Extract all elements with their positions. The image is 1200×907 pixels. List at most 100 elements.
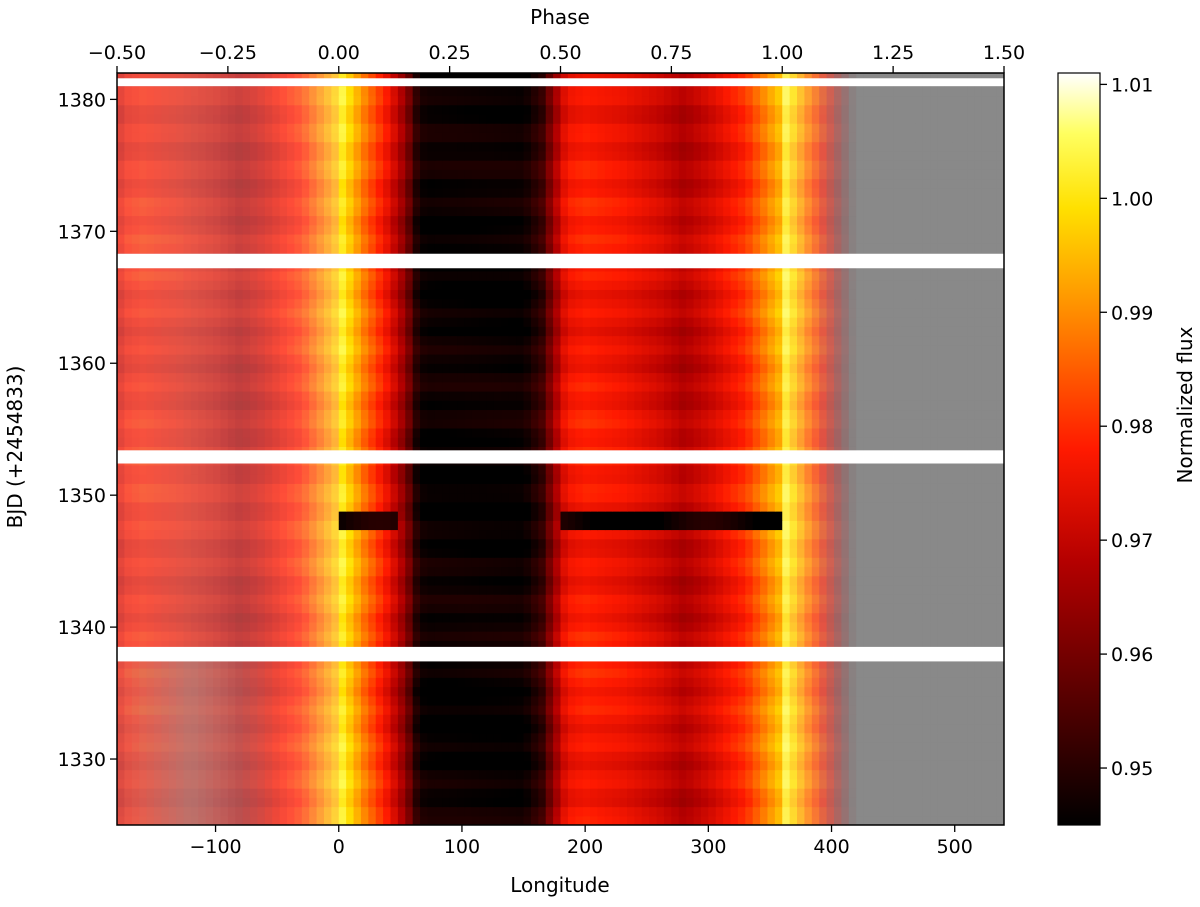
heatmap-cell: [235, 640, 244, 651]
heatmap-cell: [338, 769, 347, 780]
heatmap-cell: [582, 788, 591, 798]
heatmap-cell: [671, 520, 680, 531]
heatmap-cell: [508, 612, 517, 623]
heatmap-cell: [161, 741, 170, 752]
heatmap-cell: [331, 631, 340, 641]
heatmap-cell: [279, 668, 288, 678]
heatmap-cell: [523, 741, 532, 752]
heatmap-cell: [797, 612, 806, 623]
heatmap-cell: [856, 575, 865, 586]
heatmap-cell: [974, 668, 983, 678]
heatmap-cell: [530, 612, 539, 623]
heatmap-cell: [893, 594, 902, 604]
heatmap-cell: [730, 474, 739, 484]
heatmap-cell: [686, 732, 695, 743]
heatmap-cell: [915, 686, 924, 697]
heatmap-cell: [575, 677, 584, 688]
heatmap-cell: [146, 612, 155, 623]
heatmap-cell: [420, 566, 429, 577]
heatmap-cell: [242, 695, 251, 706]
heatmap-cell: [915, 704, 924, 715]
heatmap-cell: [774, 557, 783, 568]
heatmap-cell: [597, 538, 606, 549]
heatmap-cell: [671, 594, 680, 604]
heatmap-cell: [959, 547, 968, 558]
heatmap-cell: [420, 686, 429, 697]
heatmap-cell: [678, 751, 687, 761]
heatmap-cell: [153, 686, 162, 697]
heatmap-cell: [279, 806, 288, 817]
heatmap-cell: [338, 668, 347, 678]
heatmap-cell: [146, 704, 155, 715]
heatmap-cell: [893, 584, 902, 595]
heatmap-cell: [146, 492, 155, 503]
heatmap-cell: [161, 714, 170, 725]
heatmap-cell: [590, 741, 599, 752]
heatmap-cell: [833, 520, 842, 531]
heatmap-cell: [434, 668, 443, 678]
heatmap-cell: [819, 677, 828, 688]
heatmap-cell: [501, 631, 510, 641]
heatmap-cell: [952, 631, 961, 641]
heatmap-cell: [205, 437, 214, 447]
heatmap-cell: [819, 668, 828, 678]
heatmap-cell: [250, 704, 259, 715]
heatmap-cell: [442, 797, 451, 808]
heatmap-cell: [479, 797, 488, 808]
heatmap-cell: [885, 492, 894, 503]
heatmap-cell: [723, 529, 732, 540]
heatmap-cell: [575, 612, 584, 623]
heatmap-cell: [915, 658, 924, 669]
heatmap-cell: [974, 797, 983, 808]
heatmap-cell: [479, 520, 488, 531]
heatmap-cell: [538, 732, 547, 743]
heatmap-cell: [161, 797, 170, 808]
heatmap-cell: [530, 501, 539, 512]
heatmap-cell: [235, 788, 244, 798]
heatmap-cell: [612, 492, 621, 503]
heatmap-cell: [493, 815, 502, 825]
heatmap-cell: [338, 621, 347, 632]
heatmap-cell: [368, 575, 377, 586]
heatmap-cell: [176, 815, 185, 825]
heatmap-cell: [442, 778, 451, 789]
heatmap-cell: [907, 723, 916, 734]
heatmap-cell: [183, 511, 192, 521]
heatmap-cell: [878, 640, 887, 651]
heatmap-cell: [530, 741, 539, 752]
heatmap-cell: [863, 547, 872, 558]
heatmap-cell: [944, 612, 953, 623]
heatmap-cell: [493, 668, 502, 678]
heatmap-cell: [952, 483, 961, 494]
heatmap-cell: [700, 584, 709, 595]
heatmap-cell: [789, 640, 798, 651]
heatmap-cell: [900, 492, 909, 503]
heatmap-cell: [841, 529, 850, 540]
heatmap-cell: [634, 732, 643, 743]
heatmap-cell: [161, 732, 170, 743]
heatmap-cell: [856, 501, 865, 512]
heatmap-cell: [967, 741, 976, 752]
heatmap-cell: [833, 621, 842, 632]
heatmap-cell: [516, 751, 525, 761]
heatmap-cell: [360, 557, 369, 568]
heatmap-cell: [649, 594, 658, 604]
heatmap-cell: [967, 621, 976, 632]
heatmap-cell: [213, 714, 222, 725]
heatmap-cell: [937, 815, 946, 825]
heatmap-cell: [360, 437, 369, 447]
heatmap-cell: [486, 492, 495, 503]
heatmap-cell: [449, 557, 458, 568]
heatmap-cell: [124, 557, 133, 568]
heatmap-cell: [471, 686, 480, 697]
heatmap-cell: [619, 797, 628, 808]
heatmap-cell: [412, 686, 421, 697]
heatmap-cell: [604, 631, 613, 641]
heatmap-cell: [264, 511, 273, 521]
heatmap-cell: [117, 483, 125, 494]
heatmap-cell: [545, 483, 554, 494]
heatmap-cell: [700, 677, 709, 688]
heatmap-cell: [907, 511, 916, 521]
heatmap-cell: [412, 594, 421, 604]
heatmap-cell: [560, 815, 569, 825]
